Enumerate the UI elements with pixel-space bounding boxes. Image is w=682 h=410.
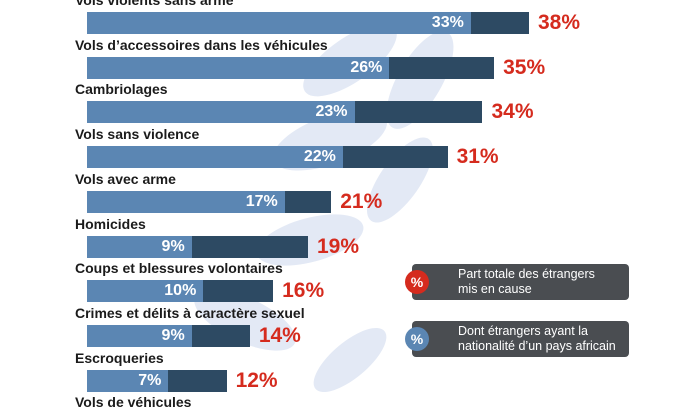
bar-africa: 26% <box>87 56 390 79</box>
category-label: Vols violents sans arme <box>75 0 234 8</box>
legend-africa-line2: nationalité d’un pays africain <box>458 339 616 353</box>
category-label: Crimes et délits à caractère sexuel <box>75 304 305 321</box>
bar-africa: 23% <box>87 101 355 124</box>
category-label: Vols avec arme <box>75 170 176 187</box>
percent-circle-red-icon: % <box>405 270 429 294</box>
legend-text-total: Part totale des étrangers mis en cause <box>458 267 626 297</box>
category-label: Vols d’accessoires dans les véhicules <box>75 36 328 53</box>
bar-africa: 22% <box>87 146 343 169</box>
bar-africa: 17% <box>87 190 285 213</box>
percent-circle-blue-icon: % <box>405 327 429 351</box>
total-value-label: 19% <box>317 234 360 258</box>
total-value-label: 14% <box>258 323 301 347</box>
category-label: Vols de véhicules <box>75 394 192 410</box>
legend-total-line1: Part totale des étrangers <box>458 267 595 281</box>
category-label: Cambriolages <box>75 81 168 98</box>
bar-africa: 7% <box>87 369 169 392</box>
total-value-label: 31% <box>456 145 499 169</box>
bar-africa: 9% <box>87 235 192 258</box>
total-value-label: 12% <box>235 368 278 392</box>
category-label: Vols sans violence <box>75 126 200 143</box>
total-value-label: 16% <box>282 279 325 303</box>
legend-africa-line1: Dont étrangers ayant la <box>458 324 588 338</box>
legend-item-total: % Part totale des étrangers mis en cause <box>405 264 629 300</box>
bar-africa: 9% <box>87 324 192 347</box>
legend-text-africa: Dont étrangers ayant la nationalité d’un… <box>458 324 626 354</box>
total-value-label: 38% <box>538 11 581 34</box>
legend-total-line2: mis en cause <box>458 282 532 296</box>
bar-africa: 33% <box>87 12 471 34</box>
total-value-label: 35% <box>503 55 546 79</box>
category-label: Escroqueries <box>75 349 164 366</box>
total-value-label: 21% <box>340 189 383 213</box>
total-value-label: 34% <box>491 100 534 124</box>
category-label: Coups et blessures volontaires <box>75 260 283 277</box>
legend-item-africa: % Dont étrangers ayant la nationalité d’… <box>405 321 629 357</box>
bar-africa: 10% <box>87 280 204 303</box>
category-label: Homicides <box>75 215 146 232</box>
